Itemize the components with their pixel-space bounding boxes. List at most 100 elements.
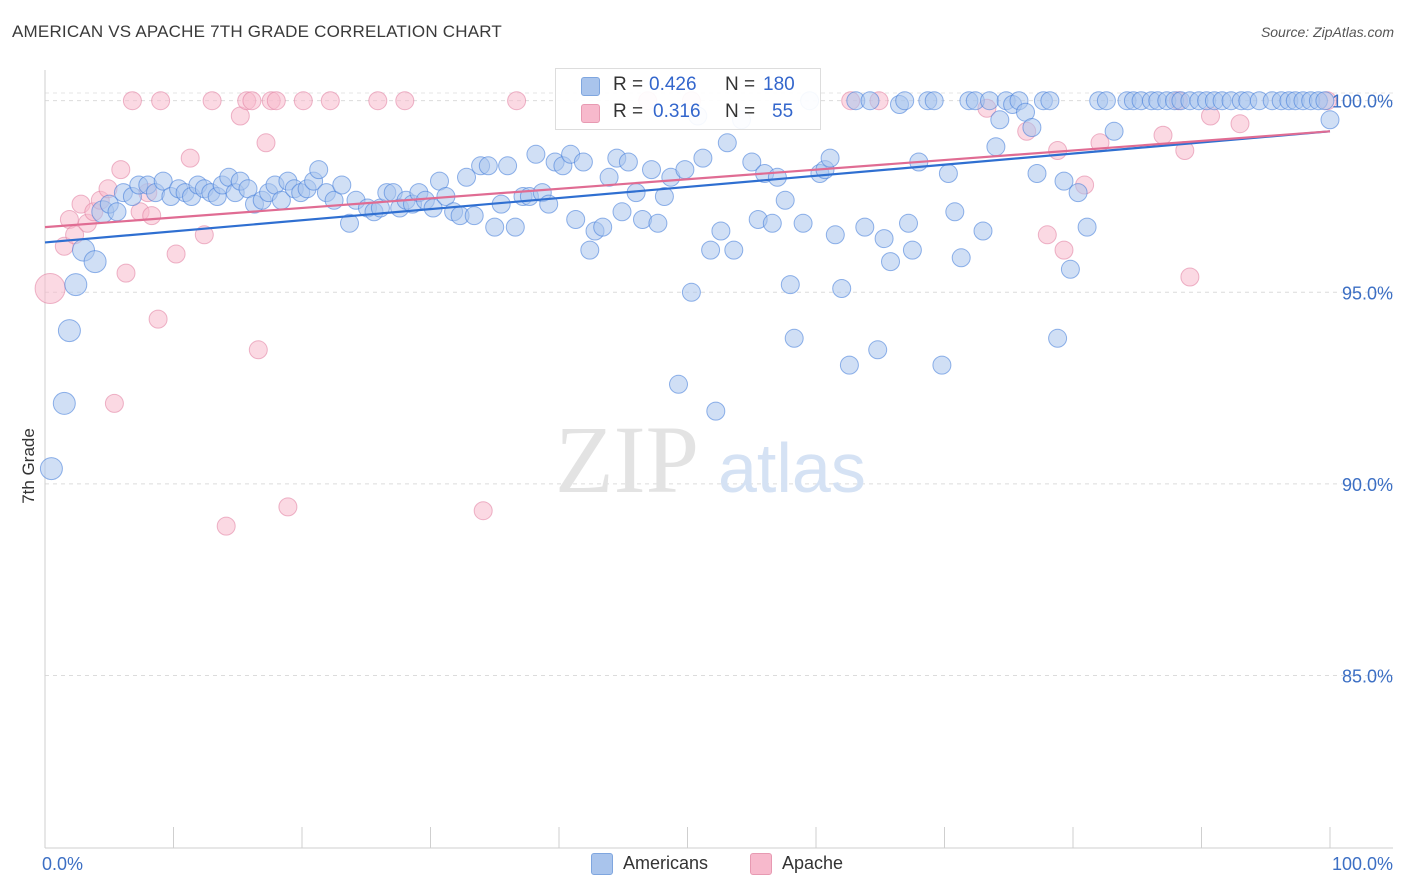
americans-point bbox=[945, 202, 965, 222]
americans-point bbox=[642, 160, 661, 180]
americans-point bbox=[1096, 91, 1116, 111]
americans-point bbox=[784, 328, 804, 348]
americans-point bbox=[526, 144, 546, 164]
americans-point bbox=[1077, 217, 1097, 237]
americans-point bbox=[566, 210, 586, 229]
apache-point bbox=[1054, 240, 1074, 260]
americans-point bbox=[39, 457, 63, 481]
americans-swatch bbox=[581, 77, 600, 96]
americans-point bbox=[724, 240, 744, 260]
americans-point bbox=[64, 273, 88, 297]
americans-point bbox=[701, 240, 721, 260]
americans-point bbox=[693, 148, 713, 168]
source-label: Source: ZipAtlas.com bbox=[1260, 24, 1394, 40]
americans-points bbox=[39, 91, 1340, 481]
watermark-atlas: atlas bbox=[718, 429, 866, 507]
americans-point bbox=[681, 282, 701, 302]
americans-point bbox=[580, 240, 600, 260]
americans-point bbox=[899, 213, 918, 233]
americans-point bbox=[986, 137, 1006, 157]
y-tick-label: 90.0% bbox=[1342, 475, 1393, 495]
apache-point bbox=[1037, 225, 1057, 245]
americans-point bbox=[1027, 164, 1047, 183]
watermark-zip: ZIP bbox=[555, 406, 699, 513]
americans-point bbox=[612, 202, 632, 222]
y-tick-label: 100.0% bbox=[1332, 92, 1393, 112]
americans-point bbox=[932, 355, 952, 375]
americans-point bbox=[742, 152, 762, 172]
americans-point bbox=[83, 250, 107, 274]
americans-point bbox=[938, 164, 958, 183]
apache-point bbox=[34, 273, 66, 304]
apache-point bbox=[368, 91, 388, 111]
r-value: 0.426 bbox=[649, 74, 697, 95]
americans-point bbox=[1060, 259, 1080, 279]
y-axis-label: 7th Grade bbox=[19, 428, 38, 504]
apache-point bbox=[248, 340, 268, 360]
americans-point bbox=[860, 91, 880, 111]
americans-point bbox=[990, 110, 1010, 130]
americans-point bbox=[780, 275, 800, 295]
americans-point bbox=[1104, 121, 1124, 141]
r-value: 0.316 bbox=[653, 101, 701, 122]
americans-point bbox=[980, 91, 999, 111]
americans-point bbox=[1040, 91, 1060, 111]
apache-point bbox=[256, 133, 276, 153]
apache-point bbox=[395, 91, 415, 111]
n-label: N = bbox=[725, 101, 756, 122]
apache-point bbox=[293, 91, 313, 111]
apache-point bbox=[104, 393, 124, 413]
apache-point bbox=[507, 91, 527, 111]
americans-point bbox=[599, 167, 619, 187]
apache-point bbox=[142, 206, 162, 226]
americans-point bbox=[717, 133, 737, 153]
americans-point bbox=[951, 248, 971, 268]
americans-point bbox=[973, 221, 993, 241]
americans-point bbox=[793, 213, 813, 233]
n-label: N = bbox=[725, 74, 756, 95]
apache-point bbox=[194, 225, 214, 245]
stats-row-americans: R = 0.426 N = 180 bbox=[556, 74, 820, 100]
americans-point bbox=[775, 190, 795, 210]
y-tick-label: 95.0% bbox=[1342, 283, 1393, 303]
americans-point bbox=[52, 391, 76, 415]
tick-labels: 85.0% 90.0% 95.0% 100.0% 0.0% 100.0% bbox=[42, 92, 1393, 874]
americans-point bbox=[1054, 171, 1074, 191]
americans-swatch bbox=[591, 853, 613, 875]
r-label: R = bbox=[613, 74, 644, 95]
americans-point bbox=[457, 167, 476, 187]
apache-point bbox=[151, 91, 171, 111]
apache-point bbox=[1230, 114, 1250, 134]
apache-point bbox=[116, 263, 136, 283]
americans-point bbox=[485, 217, 505, 237]
americans-point bbox=[675, 160, 695, 180]
apache-trend-line bbox=[44, 130, 1331, 229]
americans-point bbox=[855, 217, 875, 237]
americans-point bbox=[874, 229, 894, 249]
americans-point bbox=[706, 401, 726, 421]
americans-point bbox=[1068, 183, 1088, 203]
apache-point bbox=[1153, 125, 1173, 145]
americans-point bbox=[839, 355, 859, 375]
y-tick-label: 85.0% bbox=[1342, 667, 1393, 687]
apache-point bbox=[111, 160, 131, 180]
apache-point bbox=[266, 91, 286, 111]
americans-point bbox=[832, 279, 852, 298]
americans-point bbox=[593, 217, 613, 237]
chart-title: AMERICAN VS APACHE 7TH GRADE CORRELATION… bbox=[12, 22, 503, 41]
legend-label: Americans bbox=[623, 853, 709, 873]
stats-row-apache: R = 0.316 N = 55 bbox=[556, 101, 820, 127]
americans-point bbox=[762, 213, 782, 233]
x-tick-label: 100.0% bbox=[1332, 854, 1393, 874]
legend-label: Apache bbox=[782, 853, 844, 873]
apache-point bbox=[166, 244, 186, 264]
apache-swatch bbox=[581, 104, 600, 123]
americans-point bbox=[825, 225, 845, 245]
apache-point bbox=[278, 497, 298, 517]
americans-point bbox=[895, 91, 915, 111]
axes bbox=[44, 70, 1393, 849]
stats-legend: R = 0.426 N = 180 R = 0.316 N = 55 bbox=[555, 68, 821, 130]
americans-point bbox=[881, 252, 900, 272]
apache-point bbox=[1180, 267, 1200, 287]
